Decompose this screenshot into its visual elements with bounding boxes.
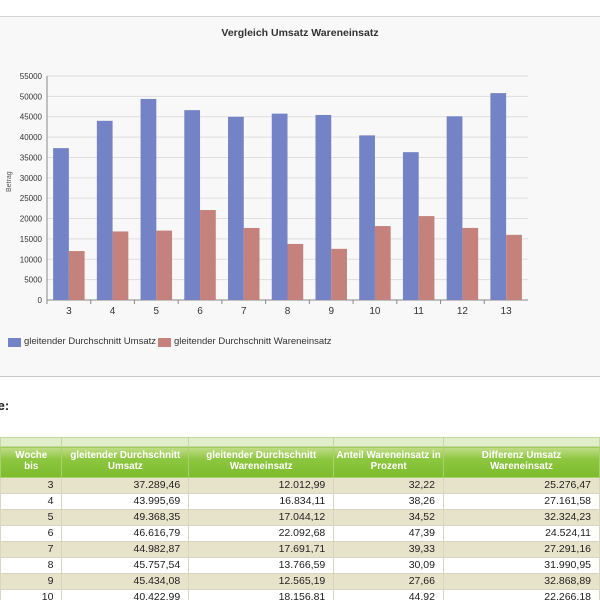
svg-text:15000: 15000 (20, 235, 43, 244)
svg-text:40000: 40000 (20, 133, 43, 142)
svg-text:35000: 35000 (20, 153, 43, 162)
svg-text:10: 10 (369, 306, 381, 317)
svg-text:11: 11 (413, 306, 424, 317)
svg-text:10000: 10000 (20, 255, 43, 264)
svg-text:9: 9 (328, 306, 334, 317)
svg-text:5: 5 (154, 306, 160, 317)
svg-text:25000: 25000 (20, 194, 43, 203)
svg-text:12: 12 (457, 306, 469, 317)
svg-text:45000: 45000 (20, 113, 43, 122)
svg-text:55000: 55000 (20, 72, 43, 81)
svg-text:13: 13 (501, 306, 513, 317)
svg-text:6: 6 (197, 306, 203, 317)
svg-text:3: 3 (66, 306, 72, 317)
svg-text:0: 0 (38, 296, 43, 305)
svg-text:30000: 30000 (20, 174, 43, 183)
svg-text:7: 7 (241, 306, 247, 317)
svg-text:50000: 50000 (20, 92, 43, 101)
svg-text:4: 4 (110, 306, 116, 317)
svg-text:5000: 5000 (24, 276, 42, 285)
svg-text:8: 8 (285, 306, 291, 317)
svg-text:20000: 20000 (20, 215, 43, 224)
